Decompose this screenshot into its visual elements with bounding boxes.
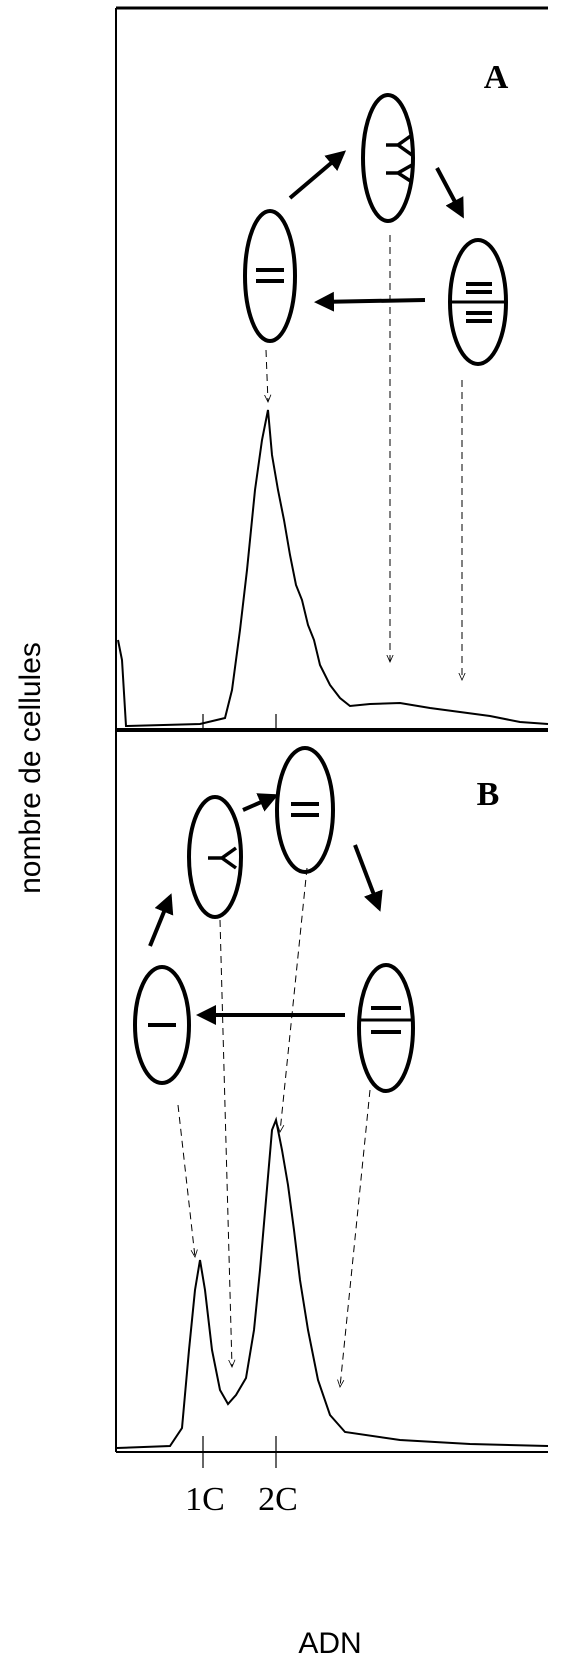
panel-label: A: [484, 59, 509, 96]
x-tick-label: 1C: [185, 1481, 225, 1518]
histogram-a: [117, 409, 549, 728]
x-tick-label: 2C: [258, 1481, 298, 1518]
histogram-b: [116, 1116, 549, 1449]
y-axis-label: nombre de cellules: [14, 642, 47, 894]
x-axis-label: ADN: [298, 1627, 361, 1660]
cell-cycle-b: [133, 746, 415, 1093]
dashed-arrows-a: [266, 235, 462, 680]
dashed-arrows-b: [177, 867, 371, 1387]
frame: [115, 6, 548, 1468]
cell-cycle-a: [243, 93, 508, 366]
panel-label: B: [477, 776, 500, 813]
